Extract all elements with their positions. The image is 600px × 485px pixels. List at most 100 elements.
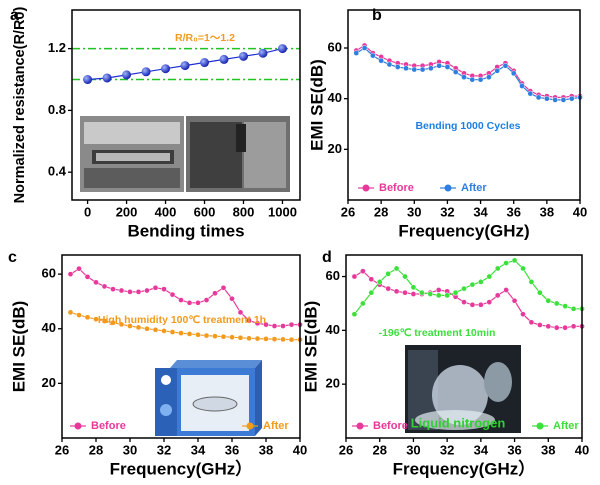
- legend-label: Before: [373, 420, 408, 432]
- data-point: [161, 64, 171, 74]
- plot-frame: [61, 254, 301, 439]
- data-point: [419, 289, 425, 296]
- data-point: [277, 44, 287, 54]
- data-point: [436, 62, 442, 69]
- y-axis-label: Normalized resistance(R/R0): [12, 7, 28, 204]
- data-point: [246, 335, 252, 342]
- data-point: [385, 270, 391, 277]
- data-point: [535, 94, 542, 101]
- data-point: [552, 97, 558, 103]
- data-point: [229, 334, 235, 341]
- data-point: [428, 65, 434, 72]
- data-point: [280, 336, 286, 343]
- y-tick-label: 0.4: [48, 164, 67, 179]
- x-tick-label: 28: [374, 204, 388, 219]
- data-point: [220, 333, 227, 340]
- data-point: [511, 297, 518, 304]
- data-point: [254, 320, 261, 327]
- data-point: [84, 274, 91, 280]
- x-tick-label: 1000: [268, 204, 297, 219]
- legend-swatch: [362, 184, 370, 192]
- legend-swatch: [444, 184, 452, 192]
- data-point: [118, 321, 125, 328]
- data-point: [195, 331, 201, 338]
- data-point: [169, 329, 176, 335]
- data-point: [411, 66, 418, 73]
- photo-inset: [80, 116, 290, 192]
- data-point: [427, 291, 434, 297]
- data-point: [570, 323, 577, 330]
- data-point: [527, 90, 534, 97]
- data-point: [378, 57, 384, 64]
- panel-label: a: [10, 7, 19, 24]
- data-point: [101, 318, 108, 324]
- y-axis-label: EMI SE(dB): [307, 59, 326, 151]
- y-axis-label: EMI SE(dB): [9, 301, 28, 393]
- data-point: [452, 69, 459, 75]
- data-point: [386, 61, 393, 68]
- data-point: [195, 299, 201, 306]
- data-point: [469, 76, 476, 83]
- y-tick-label: 40: [328, 90, 342, 105]
- data-point: [83, 75, 93, 85]
- data-point: [76, 265, 82, 272]
- data-point: [353, 50, 360, 56]
- data-point: [376, 279, 383, 285]
- x-tick-label: 30: [123, 442, 137, 457]
- data-point: [135, 289, 142, 295]
- y-tick-label: 20: [326, 376, 340, 391]
- data-point: [360, 268, 366, 274]
- x-tick-label: 40: [575, 442, 589, 457]
- data-point: [560, 97, 567, 103]
- data-point: [288, 336, 295, 343]
- oven-inset: [155, 360, 262, 436]
- panel-label: c: [8, 249, 17, 266]
- data-point: [200, 58, 210, 68]
- x-tick-label: 26: [341, 204, 355, 219]
- x-tick-label: 28: [89, 442, 103, 457]
- data-point: [67, 309, 74, 316]
- annotation: R/R₀=1～1.2: [175, 32, 235, 44]
- data-point: [461, 299, 467, 305]
- annotation: Liquid nitrogen: [411, 415, 506, 430]
- data-point: [368, 289, 375, 296]
- x-tick-label: 36: [507, 442, 521, 457]
- data-point: [410, 291, 417, 297]
- data-point: [368, 276, 375, 283]
- data-point: [280, 323, 286, 329]
- data-point: [122, 70, 132, 80]
- data-point: [118, 287, 125, 294]
- data-point: [553, 300, 560, 307]
- series-line: [70, 267, 300, 327]
- data-point: [152, 326, 159, 333]
- data-point: [494, 265, 501, 272]
- data-point: [127, 323, 133, 329]
- annotation: Bending 1000 Cycles: [415, 120, 520, 132]
- data-point: [178, 297, 184, 303]
- data-point: [486, 74, 492, 80]
- data-point: [110, 286, 116, 292]
- data-point: [76, 312, 82, 318]
- data-point: [67, 271, 74, 277]
- x-axis-label: Bending times: [127, 221, 244, 240]
- data-point: [238, 51, 248, 61]
- data-point: [144, 287, 150, 294]
- legend-swatch: [356, 422, 364, 430]
- legend-swatch: [74, 422, 82, 430]
- x-tick-label: 30: [406, 442, 420, 457]
- data-point: [351, 273, 358, 280]
- data-point: [402, 289, 408, 296]
- data-point: [568, 95, 575, 102]
- data-point: [519, 83, 525, 89]
- data-point: [562, 324, 568, 331]
- data-point: [444, 64, 451, 70]
- data-point: [393, 265, 400, 272]
- data-point: [528, 279, 535, 285]
- data-point: [246, 317, 252, 324]
- data-point: [486, 273, 493, 280]
- data-point: [219, 54, 229, 64]
- data-point: [360, 300, 366, 307]
- x-tick-label: 40: [573, 204, 587, 219]
- x-tick-label: 26: [55, 442, 69, 457]
